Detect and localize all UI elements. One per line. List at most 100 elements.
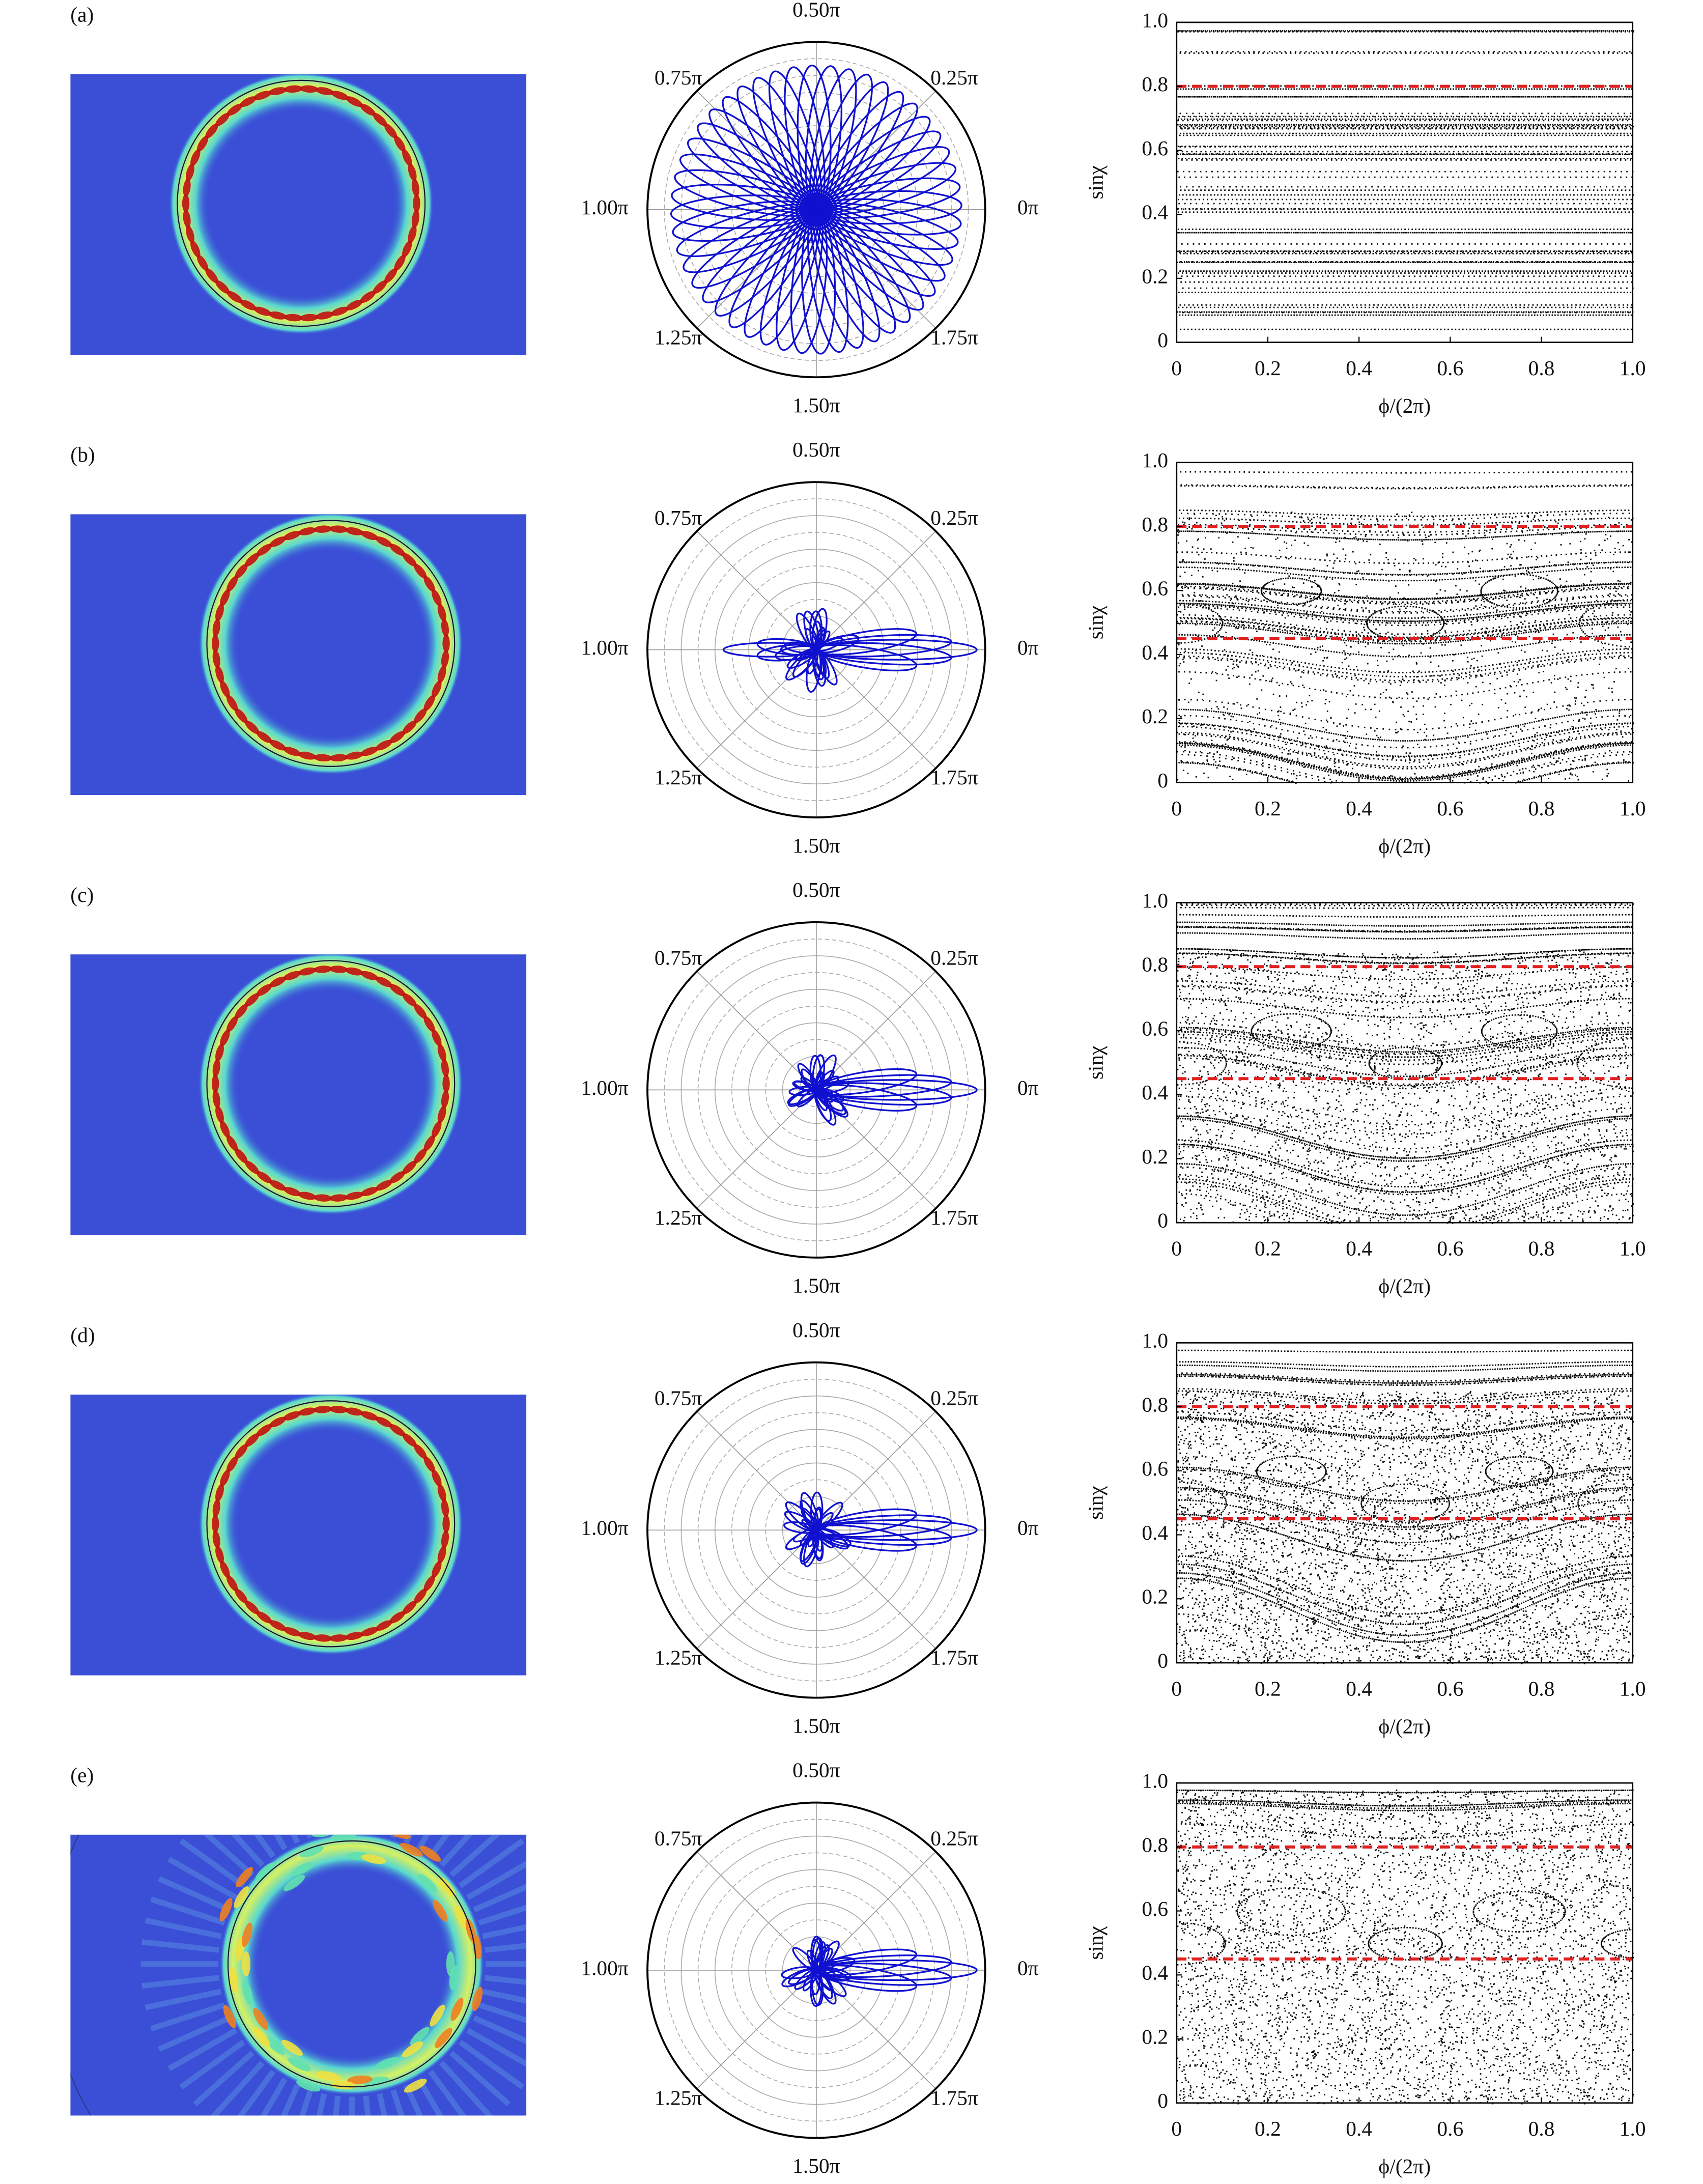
mode-spot <box>311 1834 337 1837</box>
scatter-streak <box>439 2060 493 2116</box>
orbit-points <box>1176 903 1634 1224</box>
mode-spot <box>389 1424 405 1436</box>
polar-frame <box>646 921 986 1259</box>
mode-spot <box>283 1187 301 1197</box>
mode-spot <box>441 1499 449 1517</box>
x-tick-label: 1.0 <box>1620 1677 1646 1700</box>
mode-spot <box>414 1004 427 1019</box>
x-axis-label: ϕ/(2π) <box>1378 1274 1431 1298</box>
mode-spot <box>375 1620 392 1631</box>
mode-spot <box>269 740 286 751</box>
scatter-streak <box>466 2028 527 2067</box>
mode-spot <box>441 618 449 637</box>
angle-tick-label: 0π <box>1017 636 1039 659</box>
radiation-lobe <box>674 169 817 217</box>
mode-spot <box>300 314 319 322</box>
polar-spoke <box>816 209 936 329</box>
polar-spoke <box>816 1411 936 1530</box>
mode-spot <box>269 1416 286 1428</box>
x-tick-label: 1.0 <box>1620 1237 1646 1260</box>
mode-spot <box>265 2036 285 2055</box>
mode-spot <box>345 1632 363 1640</box>
cavity-boundary <box>206 1400 456 1648</box>
scatter-streak <box>478 2002 527 2023</box>
mode-spot <box>418 1874 438 1892</box>
mode-spot <box>346 96 363 107</box>
mode-spot <box>235 1589 248 1604</box>
mode-spot <box>394 135 406 152</box>
mode-spot <box>402 993 417 1007</box>
angle-tick-label: 0.25π <box>930 506 978 529</box>
x-tick-label: 0.6 <box>1437 1237 1463 1260</box>
mode-spot <box>389 1611 405 1624</box>
x-tick-label: 0.8 <box>1528 1237 1555 1260</box>
mode-spot <box>384 268 398 283</box>
polar-spoke <box>816 971 936 1090</box>
y-tick-label: 0.4 <box>1142 1961 1168 1984</box>
polar-spoke <box>816 91 936 210</box>
y-tick-label: 1.0 <box>1142 1769 1168 1793</box>
mode-spot <box>345 1407 363 1416</box>
scatter-streak <box>179 1838 246 1888</box>
mode-spot <box>256 731 272 743</box>
angle-tick-label: 0.75π <box>655 1386 702 1410</box>
mode-spot <box>438 1877 456 1897</box>
mode-spot <box>242 1951 250 1977</box>
angle-tick-label: 0.50π <box>792 878 840 901</box>
mode-spot <box>298 1632 317 1640</box>
mode-spot <box>314 1194 332 1202</box>
mode-spot <box>389 1171 405 1183</box>
cavity-boundary <box>177 79 426 327</box>
mode-spot <box>298 1192 317 1200</box>
mode-spot <box>223 2005 236 2029</box>
mode-spot <box>212 1090 220 1109</box>
field-map <box>70 74 527 355</box>
mode-spot <box>423 695 435 711</box>
y-tick-label: 0.4 <box>1142 201 1168 224</box>
scatter-streak <box>330 1755 338 1832</box>
scatter-streak <box>158 2015 231 2052</box>
mode-spot <box>402 553 417 566</box>
mode-spot <box>386 1834 411 1839</box>
radiation-lobe <box>776 208 824 351</box>
scatter-streak <box>210 2060 265 2116</box>
y-tick-label: 0.4 <box>1142 1521 1168 1544</box>
polar-frame <box>646 41 986 379</box>
x-tick-label: 0.4 <box>1346 1237 1372 1260</box>
mode-spot <box>212 1499 220 1517</box>
mode-spot <box>298 1407 317 1416</box>
scatter-streak <box>291 1834 300 1844</box>
mode-spot <box>283 1875 305 1891</box>
scatter-streak <box>203 1834 254 1878</box>
x-tick-label: 0.8 <box>1528 2117 1555 2140</box>
angle-tick-label: 0.50π <box>792 1758 840 1782</box>
y-tick-label: 0.2 <box>1142 2025 1168 2049</box>
angle-tick-label: 1.25π <box>655 765 702 789</box>
mode-spot <box>414 1444 427 1459</box>
mode-spot <box>226 695 238 711</box>
y-axis-label: sinχ <box>1084 1045 1107 1080</box>
mode-spot <box>329 525 348 533</box>
x-tick-label: 0.2 <box>1255 356 1281 380</box>
x-tick-label: 0.2 <box>1255 797 1281 820</box>
mode-spot <box>268 87 287 95</box>
scatter-streak <box>458 2039 525 2090</box>
panel-label: (b) <box>70 443 95 467</box>
y-tick-label: 0.6 <box>1142 1017 1168 1040</box>
scatter-streak <box>237 2069 276 2116</box>
angle-tick-label: 1.00π <box>581 195 629 219</box>
mode-spot <box>256 1611 272 1624</box>
mode-spot <box>229 1967 238 1993</box>
mode-spot <box>346 299 363 310</box>
angle-tick-label: 0.25π <box>930 946 978 970</box>
y-tick-label: 0.6 <box>1142 1457 1168 1480</box>
mode-spot <box>449 1965 459 1991</box>
mode-spot <box>284 314 303 322</box>
panel-label: (e) <box>70 1764 94 1788</box>
radiation-lobe <box>815 198 962 236</box>
mode-spot <box>245 553 260 566</box>
angle-tick-label: 1.25π <box>655 1206 702 1229</box>
scatter-streak <box>380 1759 396 1834</box>
mode-spot <box>331 91 349 100</box>
mode-spot <box>234 1886 249 1909</box>
